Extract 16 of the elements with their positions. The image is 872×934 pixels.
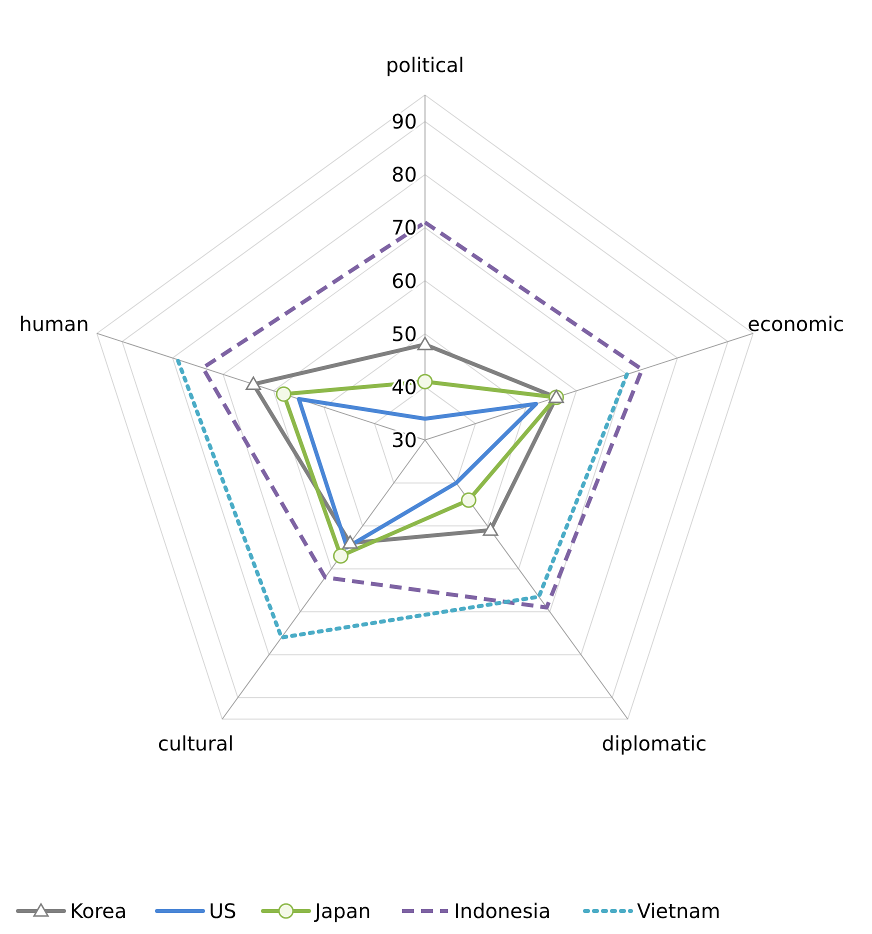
spoke-label: economic: [748, 312, 844, 336]
y-tick-label: 70: [392, 216, 417, 240]
legend-label: Korea: [70, 899, 127, 923]
y-tick-label: 60: [392, 268, 417, 293]
legend-label: Vietnam: [637, 899, 720, 923]
y-tick-label: 50: [392, 322, 417, 346]
y-tick-label: 80: [392, 162, 417, 187]
spoke-label: political: [386, 53, 464, 77]
y-tick-label: 90: [392, 110, 417, 134]
spoke-label: diplomatic: [602, 731, 707, 756]
legend-label: Japan: [313, 899, 371, 923]
spoke-label: cultural: [158, 731, 234, 756]
y-tick-label: 30: [392, 428, 417, 452]
legend-label: Indonesia: [454, 899, 551, 923]
spoke-label: human: [19, 312, 89, 336]
legend-label: US: [209, 899, 236, 923]
